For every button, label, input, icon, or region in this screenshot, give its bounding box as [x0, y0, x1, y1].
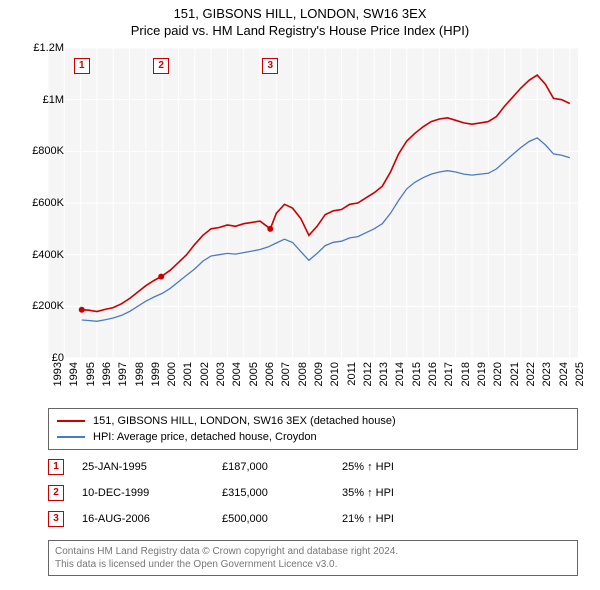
chart-area	[48, 48, 578, 358]
x-tick-label: 2014	[394, 362, 406, 386]
copyright-line1: Contains HM Land Registry data © Crown c…	[55, 545, 571, 558]
legend-label: 151, GIBSONS HILL, LONDON, SW16 3EX (det…	[93, 415, 396, 427]
sale-marker-box: 1	[74, 58, 90, 74]
table-marker-box: 3	[48, 511, 64, 527]
x-tick-label: 1994	[68, 362, 80, 386]
chart-svg	[48, 48, 578, 358]
x-tick-label: 2004	[231, 362, 243, 386]
x-tick-label: 2020	[492, 362, 504, 386]
x-tick-label: 2002	[199, 362, 211, 386]
x-tick-label: 1993	[52, 362, 64, 386]
sale-marker-box: 2	[153, 58, 169, 74]
table-date: 10-DEC-1999	[82, 487, 222, 499]
table-price: £315,000	[222, 487, 342, 499]
table-row: 2 10-DEC-1999£315,00035% ↑ HPI	[48, 480, 578, 506]
table-pct: 25% ↑ HPI	[342, 461, 462, 473]
x-tick-label: 2001	[182, 362, 194, 386]
table-marker-box: 1	[48, 459, 64, 475]
x-tick-label: 2018	[460, 362, 472, 386]
table-pct: 21% ↑ HPI	[342, 513, 462, 525]
x-tick-label: 2024	[558, 362, 570, 386]
x-tick-label: 2011	[346, 362, 358, 386]
copyright-line2: This data is licensed under the Open Gov…	[55, 558, 571, 571]
x-tick-label: 2019	[476, 362, 488, 386]
x-tick-label: 1998	[134, 362, 146, 386]
series-line	[82, 138, 570, 321]
table-date: 25-JAN-1995	[82, 461, 222, 473]
y-tick-label: £600K	[32, 197, 64, 209]
x-tick-label: 2013	[378, 362, 390, 386]
x-tick-label: 2010	[329, 362, 341, 386]
table-date: 16-AUG-2006	[82, 513, 222, 525]
x-tick-label: 2008	[297, 362, 309, 386]
table-row: 3 16-AUG-2006£500,00021% ↑ HPI	[48, 506, 578, 532]
x-tick-label: 1996	[101, 362, 113, 386]
x-tick-label: 2017	[443, 362, 455, 386]
y-tick-label: £400K	[32, 249, 64, 261]
x-tick-label: 2022	[525, 362, 537, 386]
sale-marker-dot	[79, 307, 85, 313]
y-tick-label: £1.2M	[33, 42, 64, 54]
x-tick-label: 2016	[427, 362, 439, 386]
table-pct: 35% ↑ HPI	[342, 487, 462, 499]
table-marker-box: 2	[48, 485, 64, 501]
sales-table: 1 25-JAN-1995£187,00025% ↑ HPI 2 10-DEC-199…	[48, 454, 578, 532]
legend-item: HPI: Average price, detached house, Croy…	[57, 429, 569, 445]
x-tick-label: 2015	[411, 362, 423, 386]
x-tick-label: 1997	[117, 362, 129, 386]
sale-marker-dot	[267, 226, 273, 232]
x-tick-label: 2025	[574, 362, 586, 386]
x-tick-label: 2007	[280, 362, 292, 386]
legend-label: HPI: Average price, detached house, Croy…	[93, 431, 317, 443]
chart-title: 151, GIBSONS HILL, LONDON, SW16 3EX	[0, 0, 600, 21]
legend-item: 151, GIBSONS HILL, LONDON, SW16 3EX (det…	[57, 413, 569, 429]
legend-swatch	[57, 436, 85, 438]
x-tick-label: 2006	[264, 362, 276, 386]
y-tick-label: £800K	[32, 145, 64, 157]
y-tick-label: £200K	[32, 300, 64, 312]
x-tick-label: 2021	[509, 362, 521, 386]
x-tick-label: 2009	[313, 362, 325, 386]
x-tick-label: 2000	[166, 362, 178, 386]
chart-subtitle: Price paid vs. HM Land Registry's House …	[0, 21, 600, 38]
legend-swatch	[57, 420, 85, 422]
y-tick-label: £1M	[43, 94, 64, 106]
x-tick-label: 2003	[215, 362, 227, 386]
x-tick-label: 2005	[248, 362, 260, 386]
x-tick-label: 1999	[150, 362, 162, 386]
sale-marker-dot	[158, 274, 164, 280]
x-tick-label: 2012	[362, 362, 374, 386]
legend: 151, GIBSONS HILL, LONDON, SW16 3EX (det…	[48, 408, 578, 450]
table-price: £500,000	[222, 513, 342, 525]
series-line	[82, 75, 570, 311]
table-row: 1 25-JAN-1995£187,00025% ↑ HPI	[48, 454, 578, 480]
x-tick-label: 2023	[541, 362, 553, 386]
copyright-notice: Contains HM Land Registry data © Crown c…	[48, 540, 578, 576]
x-tick-label: 1995	[85, 362, 97, 386]
table-price: £187,000	[222, 461, 342, 473]
sale-marker-box: 3	[262, 58, 278, 74]
